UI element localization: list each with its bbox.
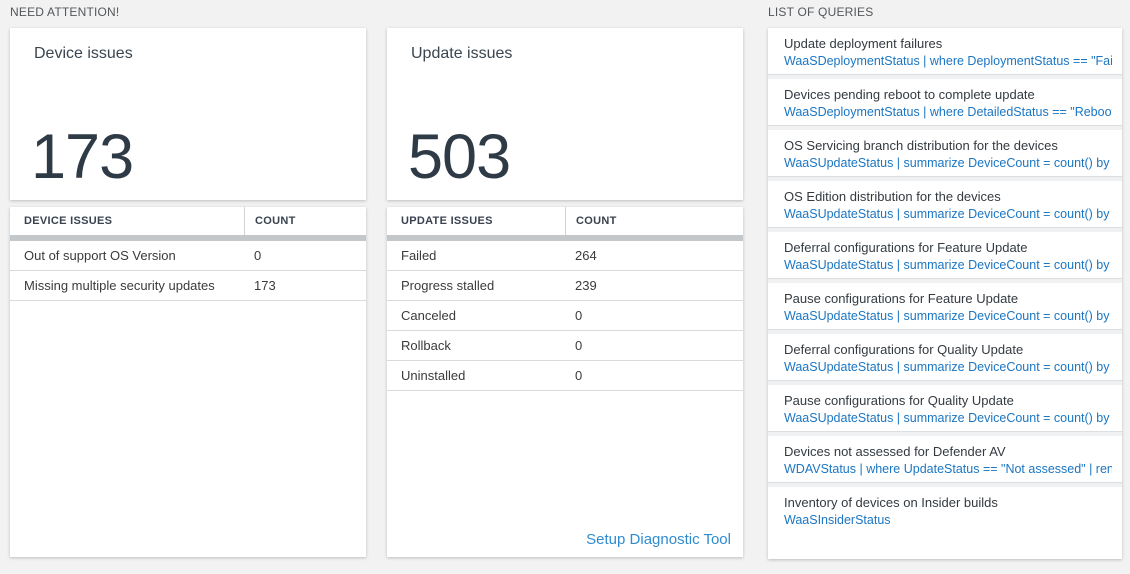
row-label: Out of support OS Version [24,248,176,263]
table-row[interactable]: Progress stalled 239 [387,271,743,301]
row-count: 239 [575,278,597,293]
query-item[interactable]: Pause configurations for Feature Update … [768,283,1122,334]
table-row[interactable]: Rollback 0 [387,331,743,361]
query-text[interactable]: WDAVStatus | where UpdateStatus == "Not … [784,462,1112,476]
device-issues-title: Device issues [34,45,133,62]
update-issues-count: 503 [408,122,511,192]
table-row[interactable]: Canceled 0 [387,301,743,331]
query-text[interactable]: WaaSInsiderStatus [784,513,891,527]
query-text[interactable]: WaaSUpdateStatus | summarize DeviceCount… [784,156,1112,170]
query-item[interactable]: Deferral configurations for Feature Upda… [768,232,1122,283]
query-item[interactable]: Devices pending reboot to complete updat… [768,79,1122,130]
update-issues-title: Update issues [411,45,513,62]
query-title: Deferral configurations for Quality Upda… [784,342,1024,357]
query-text[interactable]: WaaSUpdateStatus | summarize DeviceCount… [784,309,1112,323]
row-label: Uninstalled [401,368,466,383]
device-issues-tile[interactable]: Device issues 173 [10,28,366,200]
query-title: Pause configurations for Quality Update [784,393,1014,408]
device-issues-count: 173 [31,122,134,192]
list-of-queries-panel: Update deployment failures WaaSDeploymen… [768,28,1122,559]
table-scrollbar-track[interactable] [10,235,366,241]
query-item[interactable]: Devices not assessed for Defender AV WDA… [768,436,1122,487]
row-count: 0 [575,368,583,383]
query-text[interactable]: WaaSUpdateStatus | summarize DeviceCount… [784,411,1112,425]
update-issues-table: UPDATE ISSUES COUNT Failed 264 Progress … [387,207,743,557]
need-attention-header: NEED ATTENTION! [10,5,120,19]
table-row[interactable]: Failed 264 [387,241,743,271]
row-count: 0 [575,338,583,353]
row-count: 0 [254,248,262,263]
query-title: Deferral configurations for Feature Upda… [784,240,1028,255]
query-item[interactable]: OS Edition distribution for the devices … [768,181,1122,232]
device-issues-table-header: DEVICE ISSUES COUNT [10,207,366,235]
row-label: Failed [401,248,437,263]
query-title: Devices pending reboot to complete updat… [784,87,1035,102]
update-issues-column-header: UPDATE ISSUES [401,215,493,227]
count-column-header: COUNT [244,207,366,235]
count-column-header: COUNT [565,207,743,235]
update-issues-tile[interactable]: Update issues 503 [387,28,743,200]
table-scrollbar-track[interactable] [387,235,743,241]
row-label: Canceled [401,308,456,323]
device-issues-column-header: DEVICE ISSUES [24,215,113,227]
query-title: Update deployment failures [784,36,943,51]
row-label: Progress stalled [401,278,495,293]
query-item[interactable]: OS Servicing branch distribution for the… [768,130,1122,181]
row-count: 173 [254,278,276,293]
query-text[interactable]: WaaSDeploymentStatus | where DeploymentS… [784,54,1112,68]
query-item[interactable]: Update deployment failures WaaSDeploymen… [768,28,1122,79]
query-title: OS Edition distribution for the devices [784,189,1001,204]
query-item[interactable]: Inventory of devices on Insider builds W… [768,487,1122,534]
row-label: Rollback [401,338,451,353]
query-text[interactable]: WaaSUpdateStatus | summarize DeviceCount… [784,207,1112,221]
device-issues-table: DEVICE ISSUES COUNT Out of support OS Ve… [10,207,366,557]
query-text[interactable]: WaaSUpdateStatus | summarize DeviceCount… [784,258,1112,272]
setup-diagnostic-tool-link[interactable]: Setup Diagnostic Tool [586,531,731,548]
table-row[interactable]: Missing multiple security updates 173 [10,271,366,301]
query-title: Pause configurations for Feature Update [784,291,1019,306]
query-title: OS Servicing branch distribution for the… [784,138,1058,153]
table-row[interactable]: Uninstalled 0 [387,361,743,391]
query-item[interactable]: Deferral configurations for Quality Upda… [768,334,1122,385]
query-text[interactable]: WaaSUpdateStatus | summarize DeviceCount… [784,360,1112,374]
row-label: Missing multiple security updates [24,278,215,293]
update-issues-table-header: UPDATE ISSUES COUNT [387,207,743,235]
query-title: Inventory of devices on Insider builds [784,495,998,510]
row-count: 0 [575,308,583,323]
table-row[interactable]: Out of support OS Version 0 [10,241,366,271]
list-of-queries-header: LIST OF QUERIES [768,5,874,19]
query-text[interactable]: WaaSDeploymentStatus | where DetailedSta… [784,105,1112,119]
row-count: 264 [575,248,597,263]
query-title: Devices not assessed for Defender AV [784,444,1006,459]
query-item[interactable]: Pause configurations for Quality Update … [768,385,1122,436]
